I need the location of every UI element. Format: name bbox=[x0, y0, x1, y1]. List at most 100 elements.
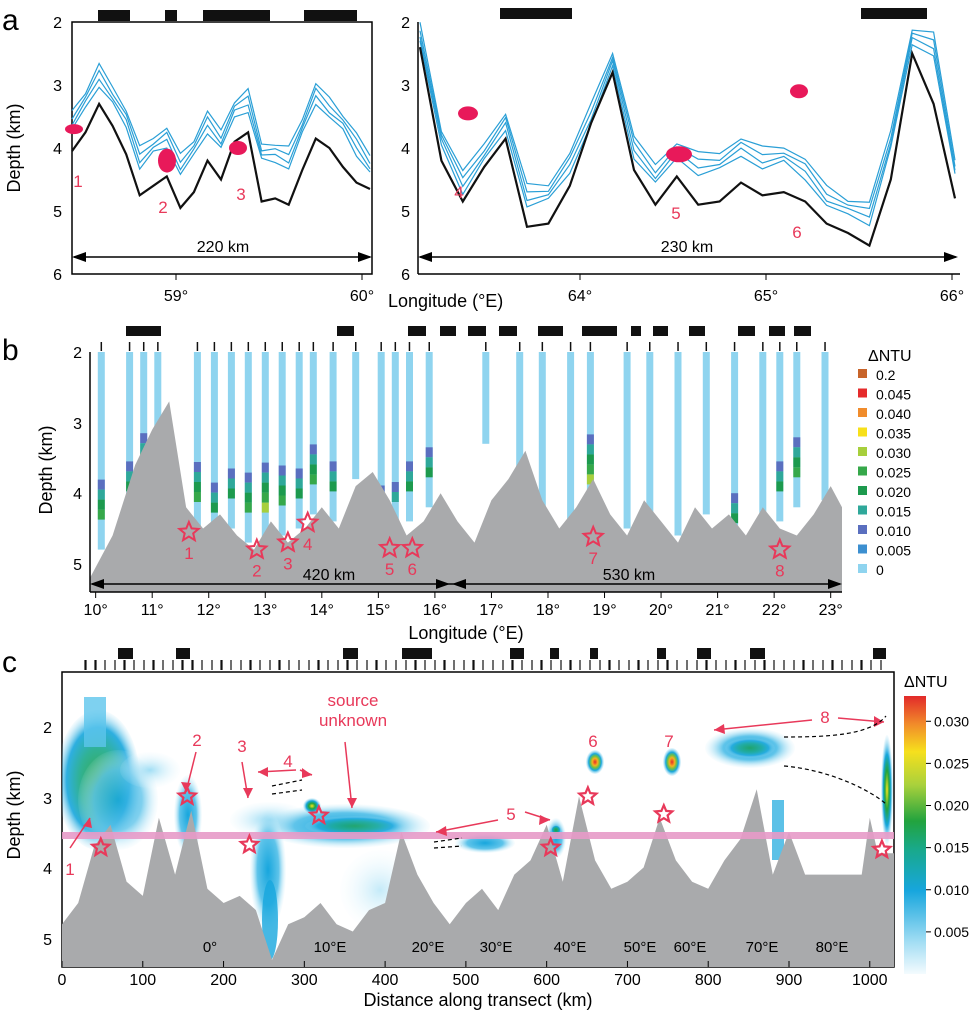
x-tick-label: 59° bbox=[164, 288, 188, 305]
x-tick-label: 21° bbox=[706, 602, 730, 619]
turbidity-profile bbox=[425, 352, 433, 508]
colorbar-tick-label: 0.025 bbox=[934, 755, 969, 771]
vent-star bbox=[238, 832, 261, 855]
longitude-label: 40°E bbox=[554, 939, 587, 956]
turbidity-cell bbox=[210, 502, 218, 513]
turbidity-profile bbox=[793, 352, 801, 508]
legend-swatch bbox=[858, 564, 867, 573]
seafloor-trace bbox=[71, 101, 371, 210]
legend-label: 0.040 bbox=[876, 406, 911, 422]
vent-label: 1 bbox=[184, 544, 193, 563]
y-tick-label: 3 bbox=[53, 78, 62, 95]
distance-label-220: 220 km bbox=[197, 239, 249, 256]
x-tick-label: 65° bbox=[754, 288, 778, 305]
turbidity-profiles bbox=[97, 352, 829, 557]
legend-swatch bbox=[858, 505, 867, 515]
turbidity-cell bbox=[244, 502, 252, 513]
legend-swatch bbox=[858, 466, 867, 476]
vent-star bbox=[400, 535, 425, 559]
turbidity-cell bbox=[391, 482, 399, 492]
vent-markers bbox=[89, 784, 894, 860]
turbidity-cell bbox=[776, 471, 784, 482]
x-axis-title: Distance along transect (km) bbox=[363, 990, 592, 1010]
segment-bar bbox=[98, 10, 130, 21]
plume-label: 2 bbox=[192, 731, 201, 750]
turbidity-cell bbox=[425, 467, 433, 478]
ctd-traces-blue bbox=[71, 62, 371, 176]
x-tick-label: 400 bbox=[372, 972, 399, 989]
station-ticks bbox=[100, 342, 826, 351]
ctd-trace-line bbox=[71, 69, 371, 164]
y-tick-label: 4 bbox=[53, 141, 62, 158]
turbidity-profile bbox=[126, 352, 134, 522]
vent-star bbox=[275, 530, 300, 553]
vent-label: 3 bbox=[283, 555, 292, 574]
vent-label: 6 bbox=[408, 560, 417, 579]
x-tick-label: 64° bbox=[568, 288, 592, 305]
plume-label: 3 bbox=[236, 185, 245, 204]
turbidity-cell bbox=[793, 457, 801, 468]
plume-label: 7 bbox=[664, 732, 673, 751]
turbidity-cell bbox=[140, 433, 148, 444]
y-tick-label: 2 bbox=[43, 720, 52, 737]
y-tick-label: 3 bbox=[43, 791, 52, 808]
segment-bar bbox=[402, 648, 432, 659]
turbidity-profile bbox=[482, 352, 490, 444]
segment-bar bbox=[873, 648, 886, 659]
plume-label: 1 bbox=[73, 172, 82, 191]
turbidity-profile bbox=[586, 352, 594, 515]
y-tick-label: 2 bbox=[73, 345, 82, 362]
vent-star bbox=[539, 835, 563, 858]
longitude-label: 70°E bbox=[746, 939, 779, 956]
panel-label-a: a bbox=[2, 4, 19, 37]
segment-bar bbox=[500, 8, 572, 19]
legend-swatch bbox=[858, 408, 867, 417]
turbidity-profile bbox=[244, 352, 252, 543]
vent-star bbox=[295, 510, 320, 534]
legend-label: 0.010 bbox=[876, 523, 911, 539]
turbidity-cell bbox=[406, 471, 413, 482]
turbidity-cell bbox=[731, 503, 739, 514]
turbidity-cell bbox=[261, 482, 269, 493]
x-tick-label: 11° bbox=[141, 602, 164, 619]
x-tick-label: 19° bbox=[592, 602, 616, 619]
distance-label-420: 420 km bbox=[303, 567, 355, 584]
segment-bar bbox=[582, 326, 617, 336]
turbidity-cell bbox=[244, 472, 252, 483]
vent-label: 2 bbox=[252, 562, 261, 581]
turbidity-cell bbox=[329, 471, 337, 482]
seafloor-line bbox=[418, 46, 957, 248]
plume-label: 6 bbox=[792, 223, 801, 242]
turbidity-profile bbox=[140, 352, 148, 494]
segment-bar bbox=[203, 10, 270, 21]
seafloor-area bbox=[90, 401, 842, 592]
source-unknown-label: source bbox=[327, 691, 378, 710]
longitude-label: 30°E bbox=[480, 939, 513, 956]
segment-bar bbox=[499, 326, 517, 336]
turbidity-cell bbox=[244, 492, 252, 503]
legend-swatch bbox=[858, 447, 867, 456]
turbidity-cell bbox=[97, 509, 105, 520]
vent-star bbox=[576, 784, 600, 807]
ctd-trace-line bbox=[71, 86, 371, 176]
vent-label: 7 bbox=[588, 549, 597, 568]
x-tick-label: 20° bbox=[649, 602, 673, 619]
plume-marker bbox=[65, 124, 83, 135]
x-tick-label: 800 bbox=[695, 972, 722, 989]
legend-label: 0.020 bbox=[876, 484, 911, 500]
dashed-links bbox=[271, 715, 887, 849]
y-tick-label: 5 bbox=[53, 204, 62, 221]
turbidity-cell bbox=[309, 474, 317, 485]
panel-label-c: c bbox=[2, 646, 17, 679]
turbidity-cell bbox=[261, 502, 269, 513]
x-tick-label: 100 bbox=[129, 972, 156, 989]
segment-bar bbox=[631, 326, 641, 336]
plume-marker bbox=[458, 106, 478, 121]
turbidity-cell bbox=[793, 467, 801, 478]
segment-bar bbox=[738, 326, 755, 336]
turbidity-profile bbox=[674, 352, 682, 536]
segment-bar bbox=[165, 10, 177, 21]
turbidity-profile bbox=[154, 352, 162, 480]
turbidity-profile bbox=[776, 352, 784, 522]
